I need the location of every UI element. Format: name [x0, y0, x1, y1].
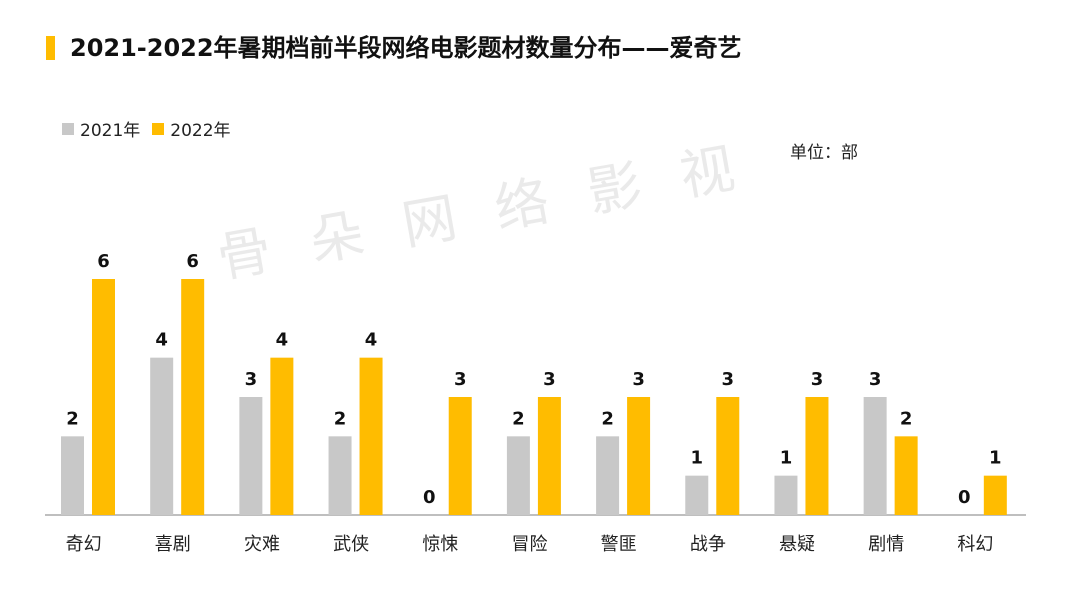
- bar-2022: [983, 475, 1007, 515]
- legend-swatch-2022: [152, 122, 165, 135]
- category-label: 警匪: [601, 534, 637, 555]
- data-label-2021: 1: [691, 448, 704, 469]
- bar-2022: [359, 357, 383, 515]
- data-label-2022: 3: [632, 369, 645, 390]
- category-label: 悬疑: [779, 534, 815, 555]
- legend-item-2022: 2022年: [152, 116, 231, 141]
- bar-2022: [92, 279, 115, 515]
- legend-item-2021: 2021年: [62, 116, 140, 141]
- bar-2021: [328, 436, 352, 515]
- data-label-2021: 2: [334, 408, 347, 429]
- bar-2021: [506, 436, 530, 515]
- data-label-2022: 3: [543, 369, 556, 390]
- category-label: 惊悚: [422, 534, 458, 555]
- bar-2021: [774, 475, 798, 515]
- legend-label-2021: 2021年: [80, 121, 141, 141]
- data-label-2022: 3: [454, 369, 467, 390]
- data-label-2022: 4: [276, 330, 289, 351]
- bar-2022: [448, 397, 472, 515]
- category-label: 冒险: [512, 534, 548, 555]
- bar-2022: [537, 397, 561, 515]
- data-label-2022: 3: [811, 369, 824, 390]
- data-label-2021: 0: [958, 487, 971, 508]
- bar-2021: [61, 436, 84, 515]
- bar-2021: [863, 397, 887, 515]
- category-label: 喜剧: [155, 534, 191, 555]
- category-label: 武侠: [333, 534, 369, 555]
- bar-2021: [685, 475, 709, 515]
- data-label-2021: 2: [512, 408, 525, 429]
- title-accent-bar: [46, 36, 55, 60]
- bar-2021: [150, 357, 174, 515]
- category-label: 剧情: [868, 534, 904, 555]
- bar-2022: [270, 357, 294, 515]
- data-label-2021: 0: [423, 487, 436, 508]
- chart-title: 2021-2022年暑期档前半段网络电影题材数量分布——爱奇艺: [70, 34, 742, 62]
- legend-swatch-2021: [62, 122, 74, 135]
- data-label-2022: 1: [989, 448, 1002, 469]
- legend: 2021年 2022年: [62, 116, 231, 141]
- data-label-2021: 1: [780, 448, 793, 469]
- bar-2022: [805, 397, 829, 515]
- category-label: 奇幻: [66, 534, 102, 555]
- bar-2021: [596, 436, 620, 515]
- data-label-2022: 3: [722, 369, 735, 390]
- bar-2022: [894, 436, 918, 515]
- data-label-2021: 3: [245, 369, 258, 390]
- data-label-2021: 2: [66, 408, 79, 429]
- data-label-2021: 3: [869, 369, 882, 390]
- data-label-2022: 6: [186, 251, 199, 272]
- data-label-2021: 4: [155, 330, 168, 351]
- data-label-2022: 2: [900, 408, 913, 429]
- legend-label-2022: 2022年: [170, 121, 231, 141]
- bar-2022: [627, 397, 651, 515]
- category-label: 战争: [690, 534, 726, 555]
- category-label: 灾难: [244, 534, 280, 555]
- bar-2021: [239, 397, 263, 515]
- data-label-2022: 6: [97, 251, 110, 272]
- category-label: 科幻: [957, 534, 993, 555]
- data-label-2022: 4: [365, 330, 378, 351]
- bar-2022: [181, 279, 205, 515]
- bar-2022: [716, 397, 740, 515]
- data-label-2021: 2: [601, 408, 614, 429]
- unit-label: 单位：部: [790, 143, 858, 163]
